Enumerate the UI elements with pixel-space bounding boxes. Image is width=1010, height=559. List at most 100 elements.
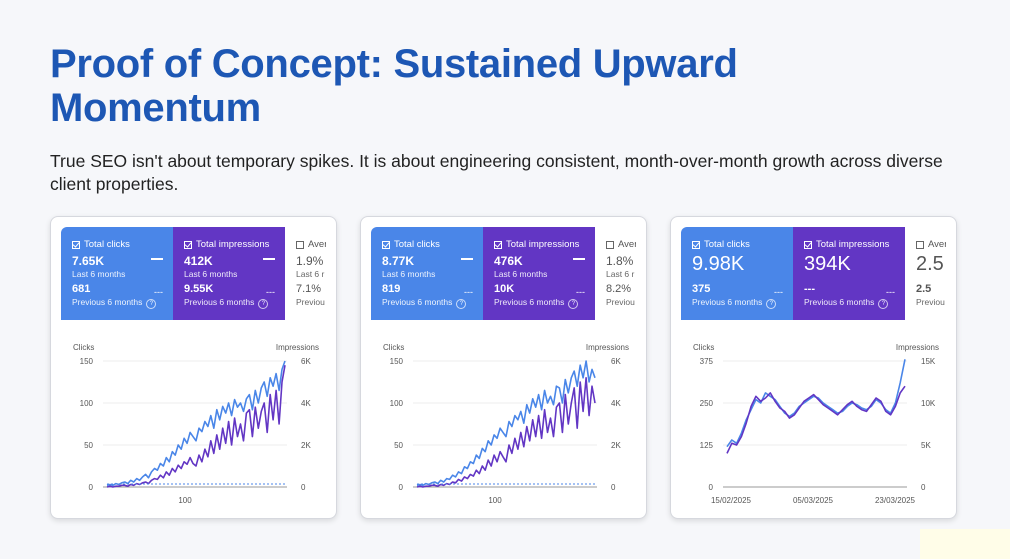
prev-period-label: Previous 6 months — [184, 297, 255, 307]
total-clicks-tile[interactable]: Total clicks 8.77K Last 6 months 819 ---… — [371, 227, 483, 320]
dash-icon — [573, 258, 585, 260]
help-icon[interactable]: ? — [456, 299, 467, 309]
report-panel: Total clicks 8.77K Last 6 months 819 ---… — [371, 227, 636, 510]
ctr-header: Aver — [296, 239, 326, 250]
ctr-prev-period: Previou — [296, 297, 325, 307]
dash-icon: --- — [464, 287, 473, 297]
clicks-label: Total clicks — [84, 239, 130, 250]
help-icon[interactable]: ? — [766, 299, 777, 309]
total-impressions-tile[interactable]: Total impressions 476K Last 6 months 10K… — [483, 227, 595, 320]
dash-icon: --- — [154, 287, 163, 297]
prev-period-label: Previous 6 months — [72, 297, 143, 307]
checkbox-icon[interactable] — [494, 240, 502, 249]
impressions-series-line — [416, 376, 596, 488]
clicks-label: Total clicks — [704, 239, 750, 250]
page-title: Proof of Concept: Sustained Upward Momen… — [50, 42, 738, 130]
clicks-prev-value: 819 — [382, 283, 401, 295]
impressions-period: Last 6 months — [494, 269, 548, 279]
dash-icon: --- — [576, 287, 585, 297]
checkbox-icon[interactable] — [72, 240, 80, 249]
ctr-period: Last 6 r — [606, 269, 635, 279]
impressions-prev-period: Previous 6 months? — [804, 297, 889, 309]
checkbox-icon[interactable] — [184, 240, 192, 249]
clicks-period: Last 6 months — [72, 269, 126, 279]
total-impressions-tile[interactable]: Total impressions 412K Last 6 months 9.5… — [173, 227, 285, 320]
y-tick-left: 250 — [700, 399, 714, 408]
help-icon[interactable]: ? — [568, 299, 579, 309]
dash-icon: --- — [266, 287, 275, 297]
y-tick-right: 0 — [611, 483, 616, 492]
ctr-label: Aver — [618, 239, 636, 250]
clicks-value: 7.65K — [72, 254, 105, 268]
y-tick-right: 2K — [301, 441, 311, 450]
y-tick-left: 150 — [390, 357, 404, 366]
x-tick-label: 15/02/2025 — [711, 496, 752, 505]
dash-icon: --- — [774, 287, 783, 297]
ctr-value: 1.9% — [296, 254, 324, 268]
y-tick-right: 0 — [921, 483, 926, 492]
ctr-prev-value: 7.1% — [296, 283, 322, 295]
ctr-value: 1.8% — [606, 254, 634, 268]
y-axis-label-left: Clicks — [693, 343, 714, 352]
ctr-period: Last 6 r — [296, 269, 325, 279]
average-ctr-tile[interactable]: Aver 2.5 2.5 Previou — [905, 227, 946, 320]
clicks-series-line — [416, 360, 596, 487]
y-tick-left: 125 — [700, 441, 714, 450]
ctr-prev-period: Previou — [916, 297, 945, 307]
impressions-label: Total impressions — [506, 239, 580, 250]
impressions-prev-value: --- — [804, 283, 815, 295]
impressions-prev-value: 9.55K — [184, 283, 214, 295]
clicks-label: Total clicks — [394, 239, 440, 250]
ctr-value: 2.5 — [916, 253, 944, 275]
total-clicks-tile[interactable]: Total clicks 9.98K 375 --- Previous 6 mo… — [681, 227, 793, 320]
dash-icon — [461, 258, 473, 260]
dash-icon: --- — [886, 287, 895, 297]
y-tick-right: 4K — [611, 399, 621, 408]
impressions-value: 412K — [184, 254, 213, 268]
checkbox-icon[interactable] — [804, 240, 812, 249]
clicks-value: 9.98K — [692, 253, 745, 275]
x-tick-label: 05/03/2025 — [793, 496, 834, 505]
ctr-label: Aver — [928, 239, 946, 250]
y-tick-left: 0 — [709, 483, 714, 492]
y-tick-right: 15K — [921, 357, 936, 366]
average-ctr-tile[interactable]: Aver 1.8% Last 6 r 8.2% Previou — [595, 227, 636, 320]
help-icon[interactable]: ? — [146, 299, 157, 309]
checkbox-icon[interactable] — [606, 240, 614, 249]
impressions-header: Total impressions — [184, 239, 269, 250]
ctr-header: Aver — [916, 239, 946, 250]
average-ctr-tile[interactable]: Aver 1.9% Last 6 r 7.1% Previou — [285, 227, 326, 320]
report-card-2: Total clicks 8.77K Last 6 months 819 ---… — [360, 216, 647, 519]
checkbox-icon[interactable] — [692, 240, 700, 249]
clicks-period: Last 6 months — [382, 269, 436, 279]
impressions-prev-period: Previous 6 months? — [494, 297, 579, 309]
y-tick-left: 150 — [80, 357, 94, 366]
clicks-series-line — [106, 360, 286, 487]
ctr-header: Aver — [606, 239, 636, 250]
y-axis-label-left: Clicks — [73, 343, 94, 352]
y-tick-left: 100 — [390, 399, 404, 408]
y-tick-left: 0 — [399, 483, 404, 492]
help-icon[interactable]: ? — [258, 299, 269, 309]
performance-chart: Clicks Impressions 150 6K 100 4K 50 2K 0 0 100 — [73, 343, 319, 505]
y-axis-label-right: Impressions — [276, 343, 319, 352]
x-tick-label: 23/03/2025 — [875, 496, 916, 505]
clicks-header: Total clicks — [692, 239, 750, 250]
report-panel: Total clicks 7.65K Last 6 months 681 ---… — [61, 227, 326, 510]
report-card-1: Total clicks 7.65K Last 6 months 681 ---… — [50, 216, 337, 519]
impressions-label: Total impressions — [816, 239, 890, 250]
impressions-header: Total impressions — [494, 239, 579, 250]
checkbox-icon[interactable] — [296, 240, 304, 249]
checkbox-icon[interactable] — [382, 240, 390, 249]
corner-highlight — [920, 529, 1010, 559]
prev-period-label: Previous 6 months — [804, 297, 875, 307]
total-clicks-tile[interactable]: Total clicks 7.65K Last 6 months 681 ---… — [61, 227, 173, 320]
y-tick-right: 6K — [301, 357, 311, 366]
report-card-3: Total clicks 9.98K 375 --- Previous 6 mo… — [670, 216, 957, 519]
total-impressions-tile[interactable]: Total impressions 394K --- --- Previous … — [793, 227, 905, 320]
help-icon[interactable]: ? — [878, 299, 889, 309]
checkbox-icon[interactable] — [916, 240, 924, 249]
y-tick-right: 10K — [921, 399, 936, 408]
y-tick-left: 50 — [394, 441, 403, 450]
impressions-header: Total impressions — [804, 239, 889, 250]
